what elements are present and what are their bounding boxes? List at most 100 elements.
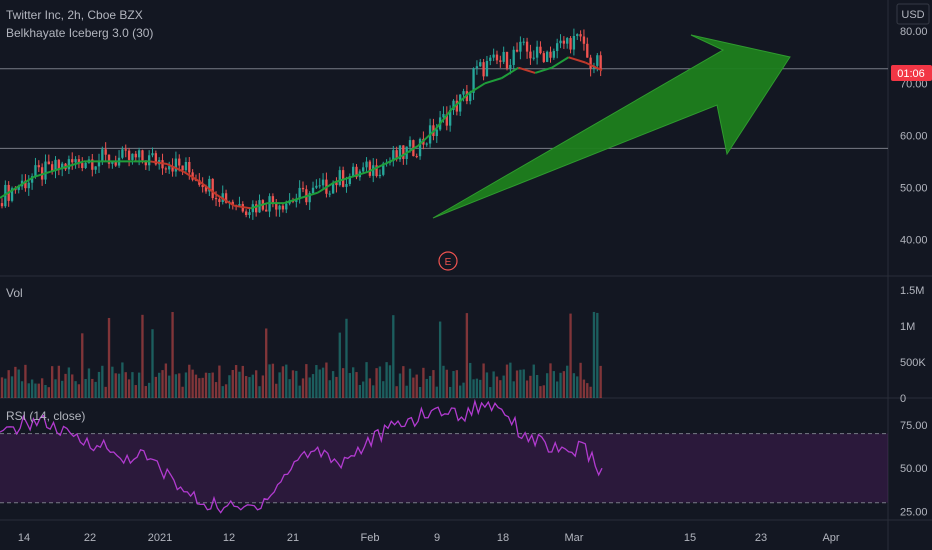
volume-bar[interactable]	[44, 384, 47, 398]
volume-bar[interactable]	[14, 366, 17, 398]
volume-bar[interactable]	[398, 373, 402, 398]
volume-bar[interactable]	[308, 377, 311, 398]
volume-bar[interactable]	[576, 376, 579, 398]
candle[interactable]	[442, 114, 445, 118]
volume-bar[interactable]	[499, 380, 502, 398]
volume-bar[interactable]	[535, 375, 539, 398]
ma-line-segment[interactable]	[467, 82, 486, 95]
candle[interactable]	[372, 165, 375, 176]
ma-line-segment[interactable]	[350, 170, 369, 179]
volume-bar[interactable]	[485, 372, 489, 398]
volume-bar[interactable]	[137, 372, 141, 398]
volume-bar[interactable]	[552, 371, 556, 398]
candle[interactable]	[492, 54, 495, 58]
candle[interactable]	[311, 187, 315, 194]
volume-bar[interactable]	[539, 386, 542, 398]
volume-bar[interactable]	[285, 364, 288, 398]
volume-bar[interactable]	[338, 332, 341, 398]
candle[interactable]	[248, 212, 251, 215]
ma-line-segment[interactable]	[66, 160, 84, 168]
volume-bar[interactable]	[392, 315, 395, 398]
volume-bar[interactable]	[111, 366, 114, 398]
volume-bar[interactable]	[37, 383, 40, 398]
volume-bar[interactable]	[328, 380, 331, 398]
volume-bar[interactable]	[141, 314, 144, 398]
candle[interactable]	[505, 51, 509, 69]
volume-bar[interactable]	[74, 381, 77, 398]
candle[interactable]	[462, 91, 465, 95]
candle[interactable]	[502, 51, 505, 62]
volume-bar[interactable]	[251, 374, 255, 398]
volume-bar[interactable]	[331, 371, 335, 398]
volume-bar[interactable]	[191, 369, 194, 398]
volume-bar[interactable]	[305, 364, 308, 398]
candle[interactable]	[545, 51, 549, 62]
ma-line-segment[interactable]	[16, 176, 34, 189]
volume-bar[interactable]	[40, 378, 44, 398]
candle[interactable]	[10, 188, 14, 201]
candle[interactable]	[67, 159, 71, 170]
candle[interactable]	[489, 57, 492, 61]
candle[interactable]	[141, 150, 144, 161]
volume-bar[interactable]	[422, 367, 425, 398]
volume-bar[interactable]	[325, 362, 328, 398]
volume-bar[interactable]	[208, 372, 211, 398]
volume-bar[interactable]	[34, 383, 37, 398]
ma-line-segment[interactable]	[501, 66, 519, 79]
volume-bar[interactable]	[24, 364, 27, 398]
candle[interactable]	[127, 150, 131, 160]
volume-bar[interactable]	[562, 371, 566, 398]
volume-bar[interactable]	[599, 365, 602, 398]
price-pane[interactable]	[0, 28, 888, 220]
candle[interactable]	[532, 57, 535, 59]
rsi-pane[interactable]	[0, 398, 888, 514]
volume-bar[interactable]	[228, 375, 231, 398]
candle[interactable]	[589, 57, 592, 69]
candle[interactable]	[475, 66, 479, 69]
candle[interactable]	[539, 46, 542, 54]
ma-line-segment[interactable]	[384, 155, 402, 165]
volume-bar[interactable]	[365, 362, 368, 398]
volume-bar[interactable]	[569, 313, 572, 398]
volume-title[interactable]: Vol	[6, 286, 23, 300]
candle[interactable]	[134, 153, 137, 158]
candle[interactable]	[54, 159, 57, 171]
ma-line-segment[interactable]	[200, 181, 219, 197]
volume-bar[interactable]	[30, 379, 34, 398]
candle[interactable]	[301, 187, 305, 190]
volume-bar[interactable]	[218, 365, 221, 398]
volume-bar[interactable]	[459, 385, 462, 398]
candle[interactable]	[398, 145, 402, 160]
candle[interactable]	[154, 153, 158, 165]
volume-bar[interactable]	[161, 370, 164, 398]
candle[interactable]	[111, 161, 114, 164]
volume-bar[interactable]	[27, 383, 30, 398]
volume-bar[interactable]	[71, 374, 74, 398]
volume-bar[interactable]	[559, 372, 562, 398]
candle[interactable]	[596, 55, 599, 66]
candle[interactable]	[455, 100, 459, 112]
volume-bar[interactable]	[275, 383, 278, 398]
volume-bar[interactable]	[47, 387, 50, 398]
volume-bar[interactable]	[10, 376, 14, 398]
candle[interactable]	[572, 36, 576, 50]
candle[interactable]	[586, 43, 589, 58]
volume-bar[interactable]	[181, 386, 184, 398]
candle[interactable]	[164, 168, 168, 170]
volume-bar[interactable]	[452, 371, 455, 398]
candle[interactable]	[382, 163, 385, 175]
volume-bar[interactable]	[298, 385, 301, 398]
candle[interactable]	[576, 34, 579, 37]
volume-bar[interactable]	[596, 312, 599, 398]
volume-bar[interactable]	[351, 367, 355, 398]
volume-bar[interactable]	[81, 333, 84, 398]
volume-bar[interactable]	[549, 363, 552, 398]
volume-bar[interactable]	[214, 382, 218, 398]
volume-bar[interactable]	[529, 375, 532, 398]
candle[interactable]	[499, 60, 502, 62]
volume-bar[interactable]	[291, 370, 295, 398]
candle[interactable]	[569, 38, 572, 50]
volume-bar[interactable]	[97, 371, 101, 398]
candle[interactable]	[515, 49, 519, 52]
candle[interactable]	[522, 41, 525, 43]
